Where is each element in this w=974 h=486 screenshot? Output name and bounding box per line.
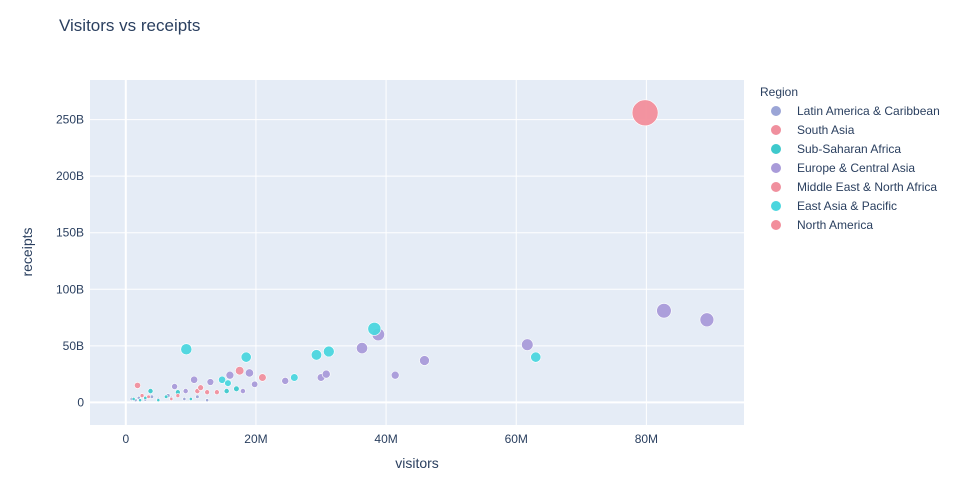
legend-item[interactable]: South Asia: [771, 123, 855, 137]
legend-marker: [771, 182, 781, 192]
data-point[interactable]: [244, 368, 254, 378]
data-point[interactable]: [223, 388, 230, 394]
legend-label: South Asia: [797, 123, 855, 137]
data-point[interactable]: [188, 397, 193, 401]
data-point[interactable]: [147, 388, 154, 394]
legend-item[interactable]: East Asia & Pacific: [771, 199, 897, 213]
data-point[interactable]: [205, 398, 210, 403]
data-point[interactable]: [182, 388, 189, 394]
plot-background: [90, 80, 744, 425]
data-point[interactable]: [240, 388, 246, 394]
data-point[interactable]: [310, 349, 323, 361]
legend-label: East Asia & Pacific: [797, 199, 897, 213]
data-point[interactable]: [175, 393, 181, 398]
legend-title: Region: [760, 85, 798, 99]
data-point[interactable]: [321, 369, 331, 379]
data-point[interactable]: [240, 351, 252, 363]
legend-label: North America: [797, 218, 873, 232]
y-tick-label: 50B: [63, 339, 84, 353]
legend-item[interactable]: Middle East & North Africa: [771, 180, 937, 194]
data-point[interactable]: [139, 393, 145, 398]
data-point[interactable]: [138, 398, 143, 403]
data-point[interactable]: [131, 397, 136, 401]
data-point[interactable]: [171, 383, 178, 390]
legend-item[interactable]: Europe & Central Asia: [771, 161, 915, 175]
data-point[interactable]: [197, 384, 204, 391]
chart-title: Visitors vs receipts: [59, 16, 200, 35]
data-point[interactable]: [224, 379, 232, 387]
legend-marker: [771, 163, 781, 173]
data-point[interactable]: [281, 377, 290, 385]
legend-marker: [771, 125, 781, 135]
data-point[interactable]: [251, 380, 259, 388]
data-point[interactable]: [233, 385, 240, 392]
y-tick-label: 0: [77, 395, 84, 409]
y-tick-label: 200B: [56, 169, 84, 183]
legend-label: Europe & Central Asia: [797, 161, 915, 175]
x-tick-label: 20M: [244, 432, 267, 446]
legend-marker: [771, 201, 781, 211]
data-point[interactable]: [204, 389, 210, 395]
data-point[interactable]: [656, 303, 672, 319]
data-point[interactable]: [146, 394, 151, 399]
legend-label: Latin America & Caribbean: [797, 104, 940, 118]
y-tick-label: 250B: [56, 113, 84, 127]
data-point[interactable]: [390, 370, 400, 380]
data-point[interactable]: [235, 366, 245, 376]
legend-item[interactable]: Latin America & Caribbean: [771, 104, 940, 118]
legend-marker: [771, 144, 781, 154]
legend-label: Middle East & North Africa: [797, 180, 937, 194]
legend-marker: [771, 106, 781, 116]
data-point[interactable]: [521, 338, 534, 351]
y-tick-label: 150B: [56, 226, 84, 240]
data-point[interactable]: [169, 397, 174, 401]
data-point[interactable]: [180, 343, 193, 356]
y-axis-title: receipts: [19, 227, 35, 276]
x-axis-title: visitors: [395, 455, 439, 471]
data-point[interactable]: [218, 375, 227, 384]
legend-label: Sub-Saharan Africa: [797, 142, 901, 156]
data-point[interactable]: [367, 322, 382, 336]
y-tick-label: 100B: [56, 282, 84, 296]
data-point[interactable]: [134, 381, 141, 389]
data-point[interactable]: [214, 389, 220, 395]
data-point[interactable]: [206, 378, 215, 386]
legend[interactable]: Region Latin America & Caribbean South As…: [760, 85, 940, 232]
legend-item[interactable]: Sub-Saharan Africa: [771, 142, 901, 156]
data-point[interactable]: [190, 375, 199, 384]
data-point[interactable]: [323, 345, 335, 358]
legend-item[interactable]: North America: [771, 218, 873, 232]
data-point[interactable]: [258, 373, 267, 382]
tick-labels: 0 20M 40M 60M 80M 0 50B 100B 150B 200B 250B: [56, 113, 658, 446]
data-point[interactable]: [290, 373, 299, 382]
legend-marker: [771, 220, 781, 230]
data-points: [129, 99, 715, 403]
x-tick-label: 80M: [635, 432, 658, 446]
x-tick-label: 0: [122, 432, 129, 446]
data-point[interactable]: [419, 355, 430, 366]
data-point[interactable]: [182, 397, 187, 401]
data-point[interactable]: [225, 370, 235, 380]
x-tick-label: 60M: [505, 432, 528, 446]
data-point[interactable]: [699, 312, 715, 328]
data-point[interactable]: [530, 351, 542, 363]
data-point[interactable]: [195, 394, 200, 399]
data-point[interactable]: [156, 398, 161, 403]
x-tick-label: 40M: [374, 432, 397, 446]
data-point[interactable]: [356, 342, 368, 355]
data-point[interactable]: [631, 99, 659, 127]
data-point[interactable]: [164, 394, 169, 399]
